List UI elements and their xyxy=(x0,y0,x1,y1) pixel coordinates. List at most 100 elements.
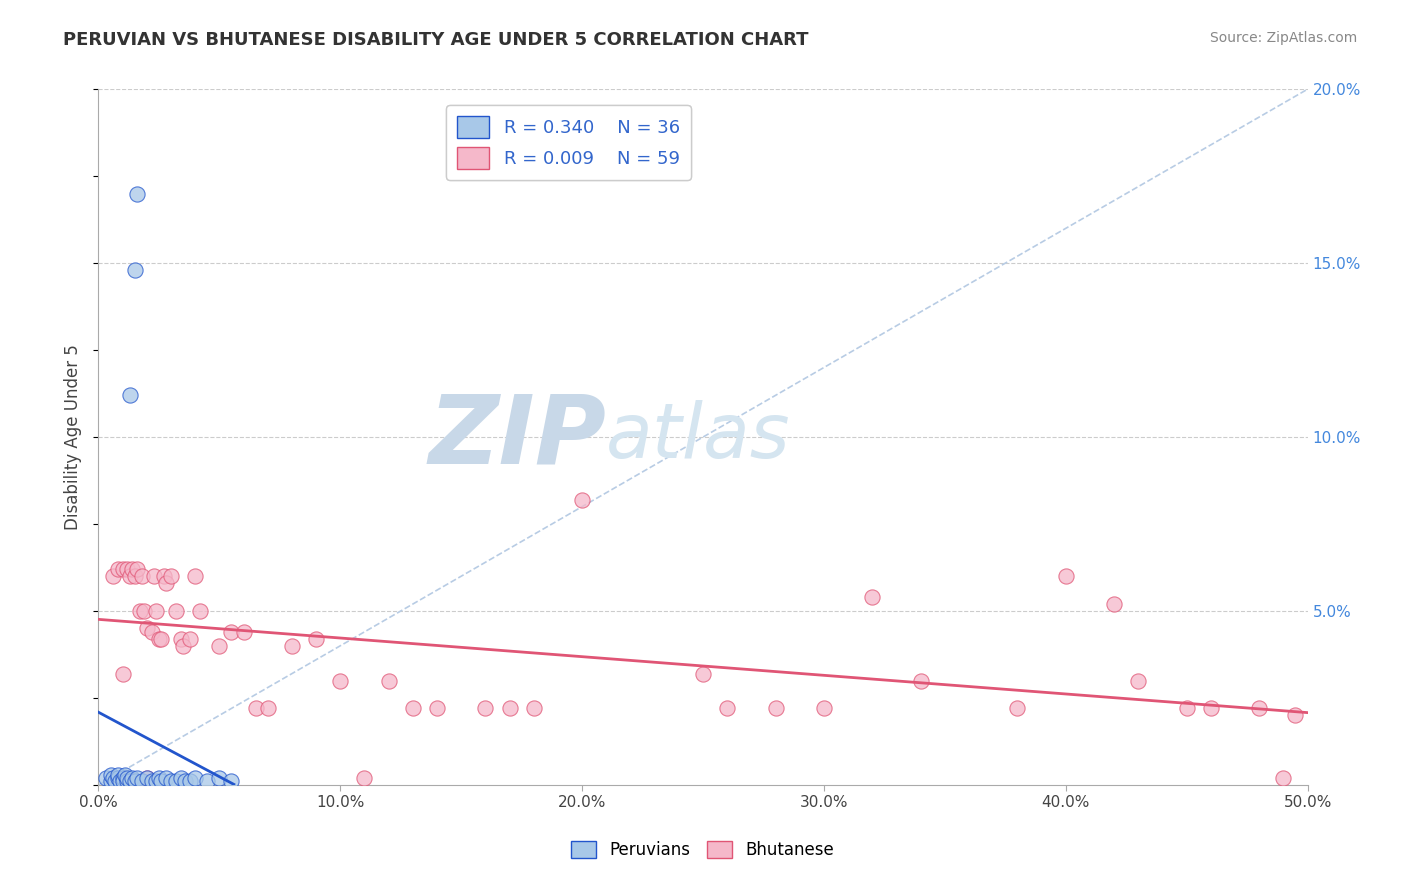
Point xyxy=(131,569,153,583)
Point xyxy=(152,569,174,583)
Point xyxy=(1102,597,1125,611)
Point xyxy=(169,771,191,785)
Point xyxy=(353,771,375,785)
Point xyxy=(692,666,714,681)
Point xyxy=(107,771,129,785)
Point xyxy=(474,701,496,715)
Point xyxy=(128,604,150,618)
Point xyxy=(184,771,207,785)
Point xyxy=(101,569,124,583)
Point xyxy=(117,562,139,576)
Point xyxy=(174,774,197,789)
Point xyxy=(329,673,352,688)
Point xyxy=(141,624,163,639)
Point xyxy=(94,771,117,785)
Point xyxy=(114,767,136,781)
Point xyxy=(127,562,149,576)
Point xyxy=(1054,569,1077,583)
Point xyxy=(498,701,520,715)
Point xyxy=(765,701,787,715)
Point xyxy=(402,701,425,715)
Point xyxy=(107,767,129,781)
Point xyxy=(127,771,149,785)
Point xyxy=(910,673,932,688)
Point xyxy=(165,604,187,618)
Point xyxy=(195,774,218,789)
Point xyxy=(1175,701,1198,715)
Point xyxy=(127,186,149,201)
Point xyxy=(100,774,122,789)
Point xyxy=(571,492,593,507)
Point xyxy=(118,388,141,402)
Point xyxy=(150,774,173,789)
Point xyxy=(1249,701,1271,715)
Point xyxy=(813,701,835,715)
Point xyxy=(121,562,143,576)
Point xyxy=(104,774,127,789)
Point xyxy=(111,666,134,681)
Point xyxy=(169,632,191,646)
Point xyxy=(221,624,243,639)
Text: ZIP: ZIP xyxy=(429,391,606,483)
Point xyxy=(118,774,141,789)
Point xyxy=(100,767,122,781)
Point xyxy=(124,263,146,277)
Point xyxy=(860,590,883,604)
Point xyxy=(1007,701,1029,715)
Point xyxy=(426,701,449,715)
Point xyxy=(523,701,546,715)
Point xyxy=(141,774,163,789)
Point xyxy=(221,774,243,789)
Point xyxy=(117,774,139,789)
Point xyxy=(716,701,738,715)
Text: PERUVIAN VS BHUTANESE DISABILITY AGE UNDER 5 CORRELATION CHART: PERUVIAN VS BHUTANESE DISABILITY AGE UND… xyxy=(63,31,808,49)
Point xyxy=(160,774,183,789)
Point xyxy=(208,771,231,785)
Point xyxy=(143,569,166,583)
Point xyxy=(131,774,153,789)
Point xyxy=(155,576,177,591)
Point xyxy=(121,771,143,785)
Point xyxy=(145,604,167,618)
Point xyxy=(111,774,134,789)
Point xyxy=(155,771,177,785)
Point xyxy=(117,771,139,785)
Point xyxy=(1128,673,1150,688)
Text: atlas: atlas xyxy=(606,401,790,474)
Point xyxy=(179,774,201,789)
Point xyxy=(101,771,124,785)
Point xyxy=(134,604,156,618)
Point xyxy=(111,562,134,576)
Point xyxy=(150,632,173,646)
Point xyxy=(179,632,201,646)
Legend: Peruvians, Bhutanese: Peruvians, Bhutanese xyxy=(565,834,841,866)
Text: Source: ZipAtlas.com: Source: ZipAtlas.com xyxy=(1209,31,1357,45)
Point xyxy=(1199,701,1222,715)
Point xyxy=(135,621,157,635)
Point xyxy=(165,774,187,789)
Point xyxy=(148,632,170,646)
Point xyxy=(111,771,134,785)
Point xyxy=(305,632,328,646)
Point xyxy=(145,774,167,789)
Point xyxy=(107,562,129,576)
Point xyxy=(108,774,131,789)
Point xyxy=(184,569,207,583)
Point xyxy=(377,673,399,688)
Y-axis label: Disability Age Under 5: Disability Age Under 5 xyxy=(65,344,83,530)
Point xyxy=(281,639,304,653)
Point xyxy=(188,604,211,618)
Point xyxy=(172,639,194,653)
Point xyxy=(160,569,183,583)
Point xyxy=(232,624,254,639)
Point xyxy=(1272,771,1295,785)
Point xyxy=(118,569,141,583)
Point xyxy=(256,701,278,715)
Point xyxy=(124,774,146,789)
Point xyxy=(1284,708,1306,723)
Point xyxy=(208,639,231,653)
Point xyxy=(135,771,157,785)
Point xyxy=(245,701,267,715)
Point xyxy=(124,569,146,583)
Legend: R = 0.340    N = 36, R = 0.009    N = 59: R = 0.340 N = 36, R = 0.009 N = 59 xyxy=(446,105,690,180)
